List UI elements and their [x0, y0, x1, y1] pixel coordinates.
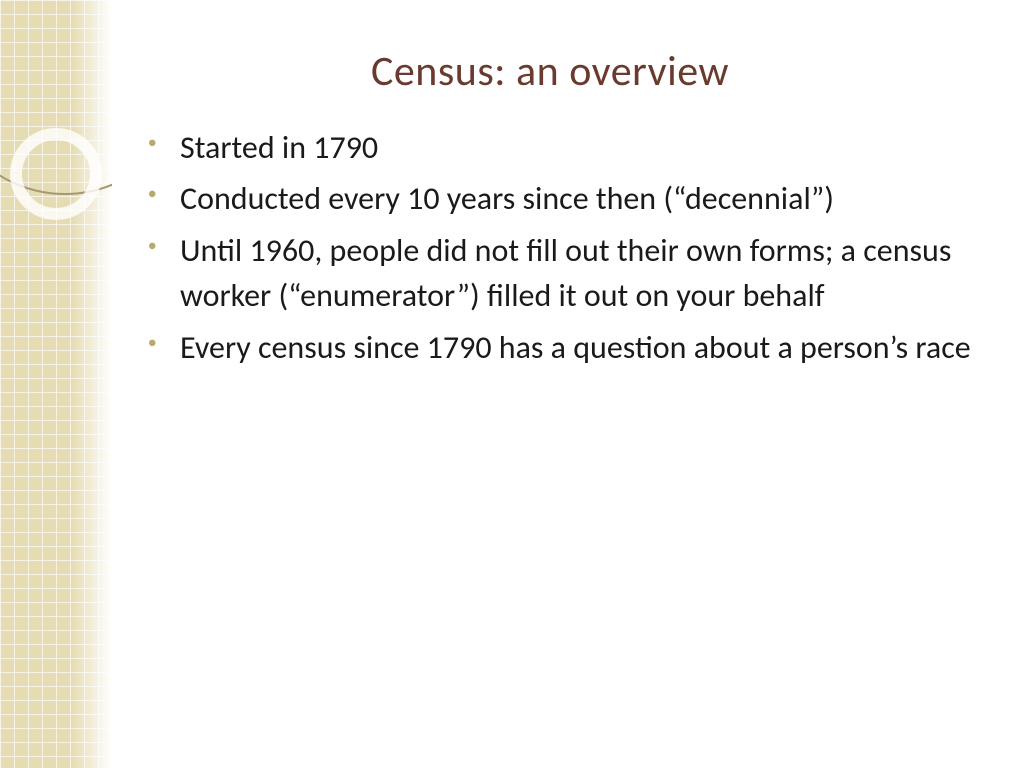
bullet-list: Started in 1790 Conducted every 10 years… — [130, 125, 1000, 370]
bullet-item: Conducted every 10 years since then (“de… — [148, 176, 1000, 221]
small-ring-decoration — [10, 128, 102, 220]
bullet-item: Every census since 1790 has a question a… — [148, 325, 1000, 370]
sidebar-decoration — [0, 0, 112, 768]
slide-title: Census: an overview — [100, 46, 1000, 97]
slide-content: Census: an overview Started in 1790 Cond… — [130, 0, 1000, 376]
bullet-item: Until 1960, people did not fill out thei… — [148, 228, 1000, 319]
bullet-item: Started in 1790 — [148, 125, 1000, 170]
